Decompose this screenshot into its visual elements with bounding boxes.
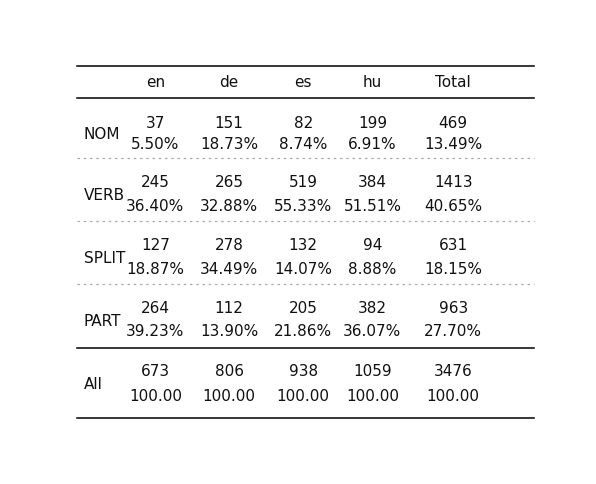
Text: 6.91%: 6.91% [348, 136, 397, 151]
Text: 8.74%: 8.74% [279, 136, 327, 151]
Text: 100.00: 100.00 [346, 389, 399, 404]
Text: 8.88%: 8.88% [348, 261, 396, 276]
Text: 13.49%: 13.49% [424, 136, 482, 151]
Text: VERB: VERB [83, 188, 125, 203]
Text: 265: 265 [215, 175, 244, 190]
Text: 112: 112 [215, 302, 244, 317]
Text: es: es [294, 75, 312, 90]
Text: 34.49%: 34.49% [200, 261, 258, 276]
Text: 13.90%: 13.90% [200, 324, 258, 339]
Text: 519: 519 [288, 175, 318, 190]
Text: 5.50%: 5.50% [131, 136, 179, 151]
Text: 963: 963 [439, 302, 468, 317]
Text: 100.00: 100.00 [203, 389, 256, 404]
Text: 18.87%: 18.87% [126, 261, 184, 276]
Text: PART: PART [83, 314, 121, 329]
Text: SPLIT: SPLIT [83, 251, 125, 266]
Text: 82: 82 [293, 116, 313, 131]
Text: 938: 938 [288, 364, 318, 379]
Text: All: All [83, 378, 103, 393]
Text: 278: 278 [215, 239, 244, 254]
Text: Total: Total [436, 75, 471, 90]
Text: 127: 127 [141, 239, 170, 254]
Text: 631: 631 [439, 239, 468, 254]
Text: NOM: NOM [83, 127, 120, 142]
Text: 1413: 1413 [434, 175, 473, 190]
Text: 40.65%: 40.65% [424, 198, 482, 213]
Text: 264: 264 [141, 302, 170, 317]
Text: 100.00: 100.00 [277, 389, 330, 404]
Text: 94: 94 [363, 239, 382, 254]
Text: 27.70%: 27.70% [424, 324, 482, 339]
Text: 55.33%: 55.33% [274, 198, 332, 213]
Text: 39.23%: 39.23% [126, 324, 185, 339]
Text: 21.86%: 21.86% [274, 324, 332, 339]
Text: hu: hu [363, 75, 382, 90]
Text: 469: 469 [439, 116, 468, 131]
Text: 36.07%: 36.07% [343, 324, 402, 339]
Text: 132: 132 [288, 239, 318, 254]
Text: en: en [146, 75, 165, 90]
Text: 382: 382 [358, 302, 387, 317]
Text: 205: 205 [288, 302, 318, 317]
Text: 199: 199 [358, 116, 387, 131]
Text: 18.73%: 18.73% [200, 136, 258, 151]
Text: 245: 245 [141, 175, 170, 190]
Text: 37: 37 [145, 116, 165, 131]
Text: 151: 151 [215, 116, 244, 131]
Text: 32.88%: 32.88% [200, 198, 258, 213]
Text: 673: 673 [141, 364, 170, 379]
Text: 36.40%: 36.40% [126, 198, 184, 213]
Text: 3476: 3476 [434, 364, 473, 379]
Text: 806: 806 [215, 364, 244, 379]
Text: 384: 384 [358, 175, 387, 190]
Text: 100.00: 100.00 [427, 389, 480, 404]
Text: 1059: 1059 [353, 364, 392, 379]
Text: 100.00: 100.00 [129, 389, 182, 404]
Text: 18.15%: 18.15% [424, 261, 482, 276]
Text: 51.51%: 51.51% [343, 198, 402, 213]
Text: de: de [219, 75, 239, 90]
Text: 14.07%: 14.07% [274, 261, 332, 276]
